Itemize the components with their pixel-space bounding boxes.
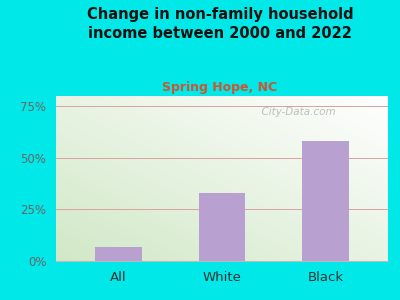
Text: Spring Hope, NC: Spring Hope, NC <box>162 81 278 94</box>
Text: City-Data.com: City-Data.com <box>255 107 336 118</box>
Bar <box>95 247 142 261</box>
Text: Change in non-family household
income between 2000 and 2022: Change in non-family household income be… <box>87 8 353 41</box>
Bar <box>302 141 349 261</box>
Bar <box>199 193 245 261</box>
